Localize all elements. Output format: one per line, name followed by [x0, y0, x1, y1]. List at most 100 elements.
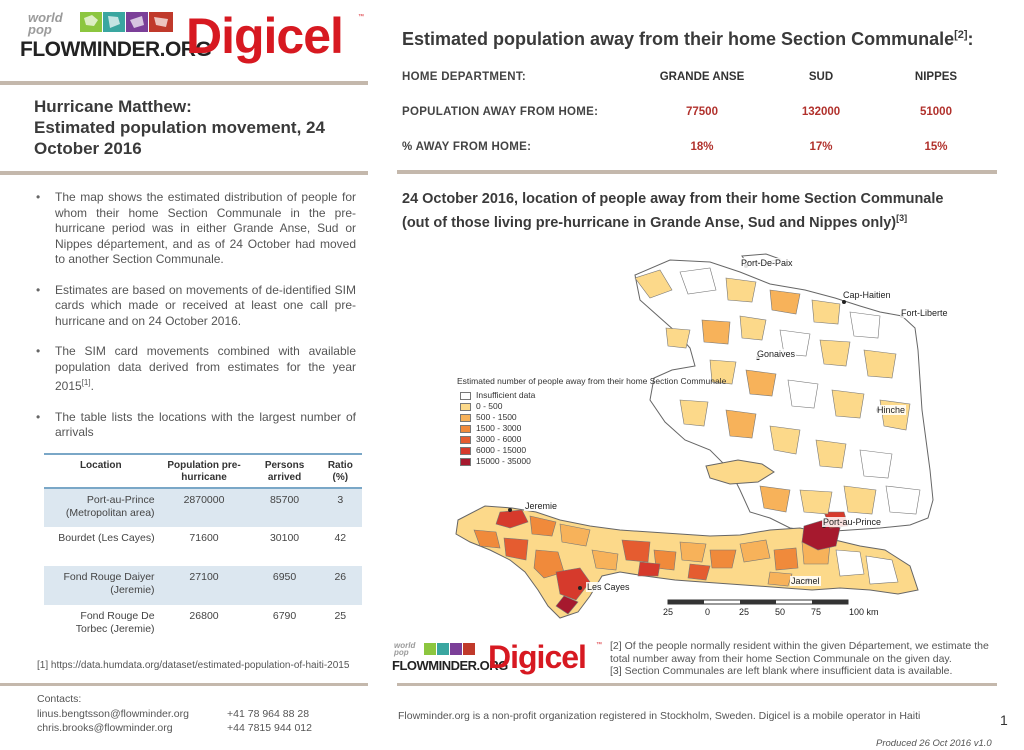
right-divider-bottom	[397, 683, 997, 686]
map-title-line1: 24 October 2016, location of people away…	[402, 191, 944, 207]
map-title-line2-wrap: (out of those living pre-hurricane in Gr…	[402, 209, 1002, 233]
cell-location: Fond Rouge De Torbec (Jeremie)	[75, 610, 155, 635]
map-title: 24 October 2016, location of people away…	[402, 190, 1002, 233]
header-location: Location	[44, 453, 158, 489]
summary-department: NIPPES	[914, 71, 958, 83]
header-ratio: Ratio (%)	[318, 453, 362, 489]
bullet-item: Estimates are based on movements of de-i…	[36, 283, 356, 330]
note-3: [3] Section Communales are left blank wh…	[610, 665, 953, 677]
header-population: Population pre-hurricane	[157, 453, 251, 489]
legend-swatch	[460, 446, 471, 455]
left-divider-top	[0, 81, 368, 85]
summary-value: 132000	[801, 106, 841, 118]
page-title-line1: Hurricane Matthew:	[34, 97, 192, 116]
cell-location: Port-au-Prince (Metropolitan area)	[44, 488, 158, 527]
digicel-logo-text: Digicel	[186, 8, 344, 64]
contact-row: linus.bengtsson@flowminder.org +41 78 96…	[37, 707, 309, 722]
digicel-trademark: ™	[358, 14, 364, 20]
cell-persons: 85700	[250, 488, 319, 527]
scale-tick: 0	[705, 607, 711, 617]
summary-value: 17%	[809, 141, 833, 153]
cell-persons: 6950	[250, 566, 319, 605]
city-label-jeremie: Jeremie	[524, 501, 559, 511]
footer-disclaimer: Flowminder.org is a non-profit organizat…	[398, 710, 921, 722]
summary-title-footnote: [2]	[954, 29, 968, 41]
cell-population: 26800	[189, 610, 219, 622]
header-logos: world pop FLOWMINDER.ORG Digicel ™	[18, 10, 368, 70]
city-label-gonaives: Gonaives	[756, 349, 797, 359]
footer-logos: world pop FLOWMINDER.ORG Digicel ™	[392, 640, 607, 680]
legend-label: 0 - 500	[476, 401, 503, 411]
legend-label: 3000 - 6000	[476, 434, 522, 444]
legend-label: 15000 - 35000	[476, 456, 531, 466]
summary-value: 15%	[924, 141, 948, 153]
city-label-les-cayes: Les Cayes	[586, 582, 631, 592]
legend-label: 6000 - 15000	[476, 445, 527, 455]
bullet-item: The table lists the locations with the l…	[36, 410, 356, 441]
page-title: Hurricane Matthew: Estimated population …	[34, 96, 364, 159]
worldpop-logo-text: world pop	[28, 10, 63, 37]
scale-tick: 25	[739, 607, 750, 617]
legend-label: Insufficient data	[476, 390, 536, 400]
worldpop-continents-icon	[424, 643, 475, 655]
footnote-source-link[interactable]: [1] https://data.humdata.org/dataset/est…	[37, 660, 350, 671]
contact-email[interactable]: chris.brooks@flowminder.org	[37, 722, 173, 734]
scale-tick: 100 km	[849, 607, 879, 617]
cell-ratio: 3	[318, 488, 362, 527]
city-label-port-de-paix: Port-De-Paix	[740, 258, 794, 268]
left-divider-middle	[0, 171, 368, 175]
scale-tick: 50	[775, 607, 786, 617]
scale-tick: 75	[811, 607, 822, 617]
arrivals-table: Location Population pre-hurricane Person…	[44, 453, 362, 644]
table-row: Bourdet (Les Cayes) 71600 30100 42	[44, 527, 362, 566]
summary-value: 51000	[920, 106, 952, 118]
summary-value: 77500	[686, 106, 718, 118]
worldpop-logo-text: world pop	[394, 641, 416, 657]
summary-value: 18%	[690, 141, 714, 153]
flowminder-logo-text: FLOWMINDER.ORG	[20, 38, 212, 61]
digicel-trademark: ™	[596, 642, 602, 648]
cell-population: 71600	[189, 532, 219, 544]
map-title-line2: (out of those living pre-hurricane in Gr…	[402, 214, 897, 231]
summary-label: HOME DEPARTMENT:	[402, 71, 527, 83]
city-label-cap-haitien: Cap-Haitien	[842, 290, 892, 300]
map-title-footnote: [3]	[896, 213, 908, 223]
map-region-gonave	[705, 459, 775, 485]
contacts-label: Contacts:	[37, 693, 82, 705]
bullet-item: The SIM card movements combined with ava…	[36, 344, 356, 395]
summary-label: % AWAY FROM HOME:	[402, 141, 532, 153]
city-label-jacmel: Jacmel	[790, 576, 821, 586]
cell-location: Bourdet (Les Cayes)	[58, 532, 155, 544]
flowminder-logo-text: FLOWMINDER.ORG	[392, 658, 508, 673]
cell-population: 27100	[157, 566, 251, 605]
legend-swatch	[460, 413, 471, 422]
legend-title: Estimated number of people away from the…	[457, 376, 727, 386]
summary-title-colon: :	[967, 29, 974, 49]
page-title-line3: October 2016	[34, 139, 142, 158]
summary-department: SUD	[808, 71, 834, 83]
left-divider-bottom	[0, 683, 368, 686]
contact-phone: +44 7815 944 012	[227, 722, 312, 734]
summary-title: Estimated population away from their hom…	[402, 29, 974, 50]
legend-label: 1500 - 3000	[476, 423, 522, 433]
cell-population: 2870000	[157, 488, 251, 527]
legend-item: Insufficient data	[460, 390, 726, 401]
legend-swatch	[460, 435, 471, 444]
contact-phone: +41 78 964 88 28	[227, 707, 310, 720]
summary-label: POPULATION AWAY FROM HOME:	[402, 106, 599, 118]
summary-title-text: Estimated population away from their hom…	[402, 29, 955, 49]
contact-email[interactable]: linus.bengtsson@flowminder.org	[37, 707, 189, 720]
legend-swatch	[460, 424, 471, 433]
map-notes: [2] Of the people normally resident with…	[610, 640, 998, 678]
table-header-row: Location Population pre-hurricane Person…	[44, 453, 362, 489]
cell-persons: 30100	[269, 532, 300, 544]
cell-ratio: 42	[334, 532, 347, 544]
digicel-logo-text: Digicel	[488, 639, 587, 675]
legend-item: 3000 - 6000	[460, 434, 726, 445]
produced-date: Produced 26 Oct 2016 v1.0	[876, 738, 992, 749]
legend-item: 0 - 500	[460, 401, 726, 412]
city-label-fort-liberte: Fort-Liberte	[900, 308, 949, 318]
cell-ratio: 25	[334, 610, 347, 622]
bullet-item: The map shows the estimated distribution…	[36, 190, 356, 268]
scale-tick: 25	[663, 607, 674, 617]
